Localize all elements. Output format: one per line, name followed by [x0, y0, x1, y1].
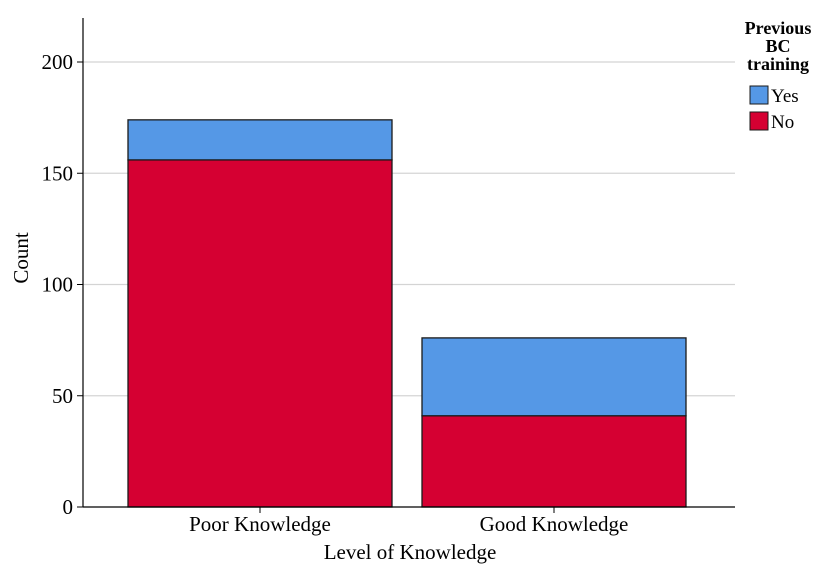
- y-tick-label: 150: [42, 161, 74, 185]
- axes: [82, 18, 735, 508]
- x-tick-label: Good Knowledge: [480, 512, 629, 536]
- legend-swatch-yes: [749, 85, 769, 105]
- legend-title-line: Previous: [745, 18, 812, 38]
- bar-no-poor-knowledge: [127, 159, 393, 508]
- x-tick-label: Poor Knowledge: [189, 512, 331, 536]
- y-axis-label: Count: [9, 232, 33, 284]
- y-tick-label: 0: [63, 495, 74, 519]
- legend-title-line: training: [747, 54, 809, 74]
- bars: [127, 119, 687, 508]
- x-axis-label: Level of Knowledge: [324, 540, 497, 564]
- legend-title-line: BC: [765, 36, 790, 56]
- legend-label-no: No: [771, 112, 794, 133]
- x-tick-labels: Poor Knowledge Good Knowledge: [189, 507, 628, 536]
- legend-label-yes: Yes: [771, 86, 799, 107]
- bar-yes-poor-knowledge: [127, 119, 393, 161]
- y-tick-label: 100: [42, 273, 74, 297]
- y-tick-label: 50: [52, 384, 73, 408]
- y-tick-label: 200: [42, 50, 74, 74]
- legend-swatch-no: [749, 111, 769, 131]
- y-tick-labels: 0 50 100 150 200: [42, 50, 83, 519]
- bar-no-good-knowledge: [421, 415, 687, 508]
- bar-yes-good-knowledge: [421, 337, 687, 417]
